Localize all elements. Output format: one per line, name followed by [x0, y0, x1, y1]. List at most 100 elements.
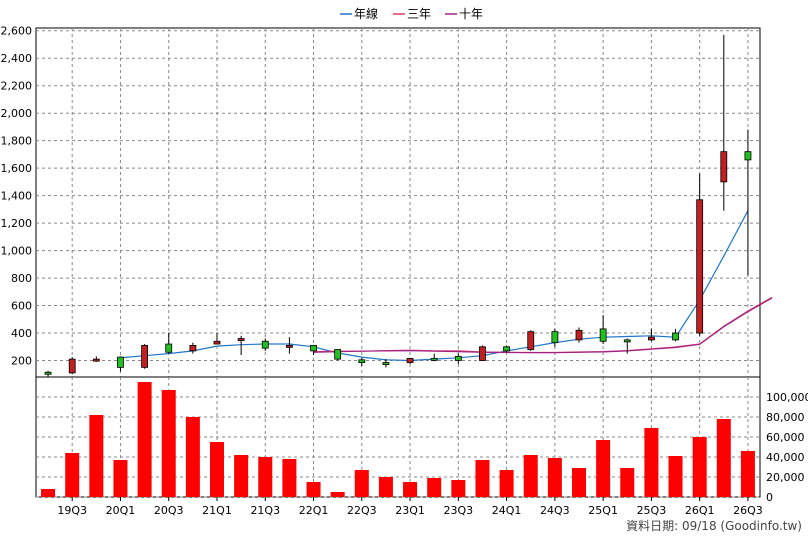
candle-body: [551, 331, 559, 344]
candle-body: [406, 358, 414, 363]
volume-bar: [403, 482, 418, 497]
candle-body: [599, 328, 607, 342]
candle-body: [334, 349, 342, 360]
candle-body: [92, 358, 100, 362]
candle-body: [527, 331, 535, 350]
candle-body: [213, 340, 221, 345]
price-tick-label: 1,200: [1, 217, 33, 230]
volume-tick-label: 60,000: [766, 431, 805, 444]
candle-body: [720, 151, 728, 183]
candle-body: [261, 340, 269, 349]
candle-body: [382, 362, 390, 366]
volume-bar: [185, 417, 200, 497]
price-tick-label: 400: [11, 327, 32, 340]
volume-tick-label: 20,000: [766, 471, 805, 484]
price-tick-label: 200: [11, 355, 32, 368]
candle-body: [672, 332, 679, 341]
volume-bar: [210, 442, 224, 497]
volume-bar: [740, 451, 755, 497]
price-tick-label: 1,000: [1, 245, 33, 258]
legend-label: 三年: [407, 7, 431, 21]
price-tick-label: 2,600: [1, 25, 33, 38]
candle-body: [285, 344, 293, 348]
volume-tick-label: 40,000: [766, 451, 805, 464]
volume-bar: [644, 428, 659, 497]
candle-body: [68, 358, 76, 374]
volume-bar: [330, 492, 345, 497]
volume-bar: [451, 480, 466, 497]
candle-body: [237, 338, 245, 341]
candle-body: [189, 344, 197, 352]
ma-line-十年: [313, 297, 773, 354]
volume-bar: [499, 470, 514, 497]
candle-body: [503, 346, 511, 352]
x-tick-label: 20Q1: [106, 504, 136, 517]
candle-body: [117, 356, 124, 368]
x-tick-label: 23Q1: [395, 504, 425, 517]
price-tick-label: 1,400: [1, 190, 33, 203]
price-tick-label: 2,000: [1, 107, 33, 120]
candle-body: [696, 199, 704, 334]
volume-bar: [692, 437, 707, 497]
x-tick-label: 24Q1: [492, 504, 522, 517]
volume-tick-label: 100,000: [766, 391, 808, 404]
volume-bar: [716, 419, 731, 497]
candle-body: [141, 344, 149, 368]
x-tick-label: 23Q3: [444, 504, 474, 517]
volume-bar: [258, 457, 273, 497]
candle-body: [44, 371, 52, 375]
legend: 年線 三年 十年: [340, 6, 483, 21]
candle-body: [479, 346, 486, 361]
price-tick-label: 2,400: [1, 52, 33, 65]
candle-body: [358, 359, 366, 363]
price-tick-label: 1,600: [1, 162, 33, 175]
volume-bar: [234, 455, 249, 497]
volume-bar: [572, 468, 586, 497]
candle-body: [454, 355, 462, 361]
price-tick-label: 1,800: [1, 135, 33, 148]
volume-bar: [41, 489, 56, 497]
x-tick-label: 21Q1: [202, 504, 232, 517]
volume-tick-label: 80,000: [766, 411, 805, 424]
data-date-footer: 資料日期: 09/18 (Goodinfo.tw): [626, 519, 802, 533]
volume-bar: [596, 440, 611, 497]
volume-bar: [137, 382, 152, 497]
volume-bar: [523, 455, 538, 497]
price-tick-label: 800: [11, 272, 32, 285]
candle-body: [623, 339, 631, 343]
volume-bar: [89, 415, 104, 497]
x-tick-label: 19Q3: [57, 504, 87, 517]
candle-body: [430, 358, 438, 361]
candle-body: [575, 329, 583, 341]
volume-bar: [306, 482, 321, 497]
x-tick-label: 26Q1: [685, 504, 715, 517]
volume-bar: [547, 458, 562, 497]
x-tick-label: 24Q3: [540, 504, 570, 517]
volume-bar: [282, 459, 297, 497]
x-tick-label: 25Q1: [588, 504, 618, 517]
candle-body: [310, 344, 317, 352]
x-tick-label: 22Q1: [299, 504, 329, 517]
candle-body: [744, 151, 752, 161]
candle-body: [165, 343, 173, 353]
volume-bar: [620, 468, 635, 497]
volume-tick-label: 0: [766, 491, 773, 504]
x-tick-label: 21Q3: [250, 504, 280, 517]
x-tick-label: 20Q3: [154, 504, 184, 517]
volume-bar: [161, 390, 176, 497]
volume-bar: [668, 456, 683, 497]
price-tick-label: 600: [11, 300, 32, 313]
legend-label: 年線: [354, 6, 378, 21]
volume-bar: [354, 470, 369, 497]
candle-body: [648, 336, 655, 341]
volume-bar: [113, 460, 128, 497]
volume-bar: [378, 477, 393, 497]
volume-panel: 0 20,000 40,000 60,000 80,000 100,000 19Q3 20Q1…: [35, 376, 808, 517]
price-panel: 200 400 600 800 1,000 1,200 1,400 1,600 1,800 2,0…: [1, 25, 773, 378]
legend-label: 十年: [459, 7, 483, 21]
volume-bar: [65, 453, 80, 497]
x-tick-label: 25Q3: [637, 504, 667, 517]
x-tick-label: 26Q3: [733, 504, 763, 517]
volume-bar: [475, 460, 490, 497]
